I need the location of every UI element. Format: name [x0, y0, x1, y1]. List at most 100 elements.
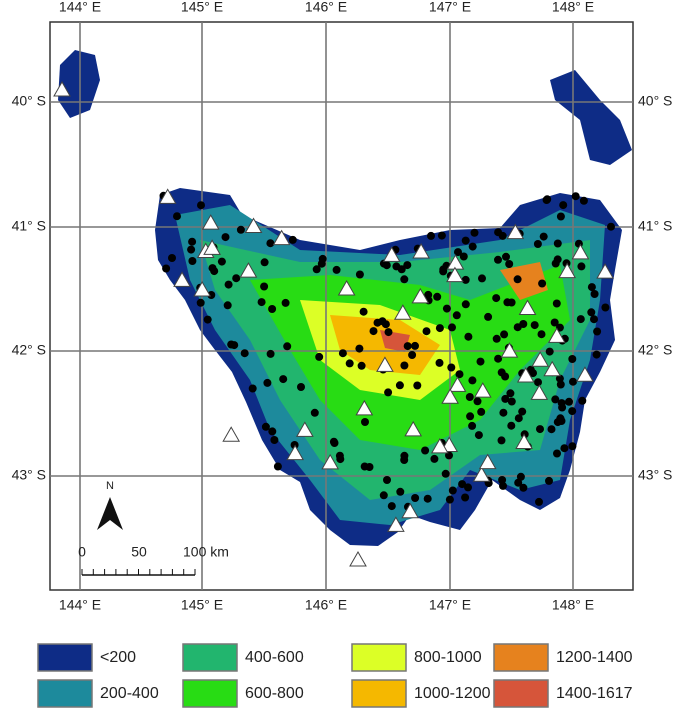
- station-dot: [534, 378, 542, 387]
- station-dot: [397, 265, 406, 274]
- station-dot: [223, 301, 232, 310]
- station-triangle: [382, 246, 401, 262]
- station-dot: [533, 240, 542, 248]
- lat-label: 41° S: [638, 218, 672, 234]
- station-dot: [552, 299, 561, 308]
- station-dot: [355, 270, 364, 279]
- station-dot: [448, 323, 456, 332]
- station-dot: [168, 254, 176, 262]
- station-dot: [501, 372, 510, 381]
- legend-swatch: [182, 679, 238, 708]
- station-triangle: [387, 516, 405, 532]
- station-dot: [607, 222, 615, 231]
- station-dot: [507, 397, 516, 406]
- station-dot: [240, 349, 249, 358]
- lon-label: 144° E: [59, 0, 101, 15]
- station-dot: [261, 422, 270, 431]
- station-dot: [281, 298, 290, 307]
- station-dot: [359, 307, 368, 316]
- station-triangle: [515, 433, 533, 449]
- station-dot: [266, 349, 275, 358]
- station-dot: [506, 389, 515, 398]
- station-dot: [537, 330, 546, 339]
- station-dot: [466, 412, 475, 421]
- station-dot: [421, 446, 430, 455]
- station-dot: [545, 347, 554, 356]
- station-dot: [590, 290, 599, 298]
- station-triangle: [53, 80, 71, 97]
- station-dot: [465, 393, 474, 401]
- station-triangle: [530, 384, 549, 400]
- station-dot: [464, 483, 472, 492]
- sites: [53, 80, 615, 567]
- station-triangle: [401, 502, 420, 519]
- station-dot: [383, 476, 391, 484]
- station-triangle: [441, 388, 459, 404]
- station-dot: [197, 201, 205, 210]
- station-dot: [461, 236, 470, 245]
- station-dot: [268, 427, 277, 436]
- lat-label: 40° S: [638, 93, 672, 109]
- station-dot: [553, 239, 562, 248]
- legend-label: <200: [100, 649, 136, 666]
- station-triangle: [516, 367, 535, 383]
- station-triangle: [337, 279, 356, 296]
- station-dot: [268, 305, 277, 313]
- lat-label: 42° S: [12, 342, 46, 358]
- lat-label: 43° S: [638, 467, 672, 483]
- station-dot: [290, 441, 299, 449]
- station-dot: [455, 370, 464, 379]
- station-triangle: [239, 262, 258, 278]
- legend-label: 200-400: [100, 685, 159, 702]
- station-triangle: [500, 342, 519, 358]
- station-dot: [332, 265, 341, 274]
- station-triangle: [448, 376, 467, 392]
- station-dot: [260, 282, 269, 291]
- station-dot: [221, 233, 230, 242]
- station-dot: [400, 456, 409, 464]
- station-dot: [217, 257, 226, 266]
- station-dot: [395, 381, 404, 390]
- station-dot: [476, 357, 485, 366]
- station-dot: [587, 308, 596, 317]
- lon-label: 146° E: [305, 597, 347, 613]
- legend-swatch: [493, 643, 549, 672]
- station-triangle: [543, 360, 562, 377]
- station-dot: [513, 275, 522, 284]
- station-dot: [210, 267, 219, 276]
- lon-label: 146° E: [305, 0, 347, 15]
- station-dot: [454, 248, 462, 257]
- station-dot: [568, 407, 577, 416]
- station-dot: [587, 283, 596, 292]
- station-dot: [173, 212, 181, 221]
- station-dot: [576, 315, 585, 324]
- station-dot: [500, 330, 509, 339]
- station-triangle: [376, 356, 394, 372]
- station-triangle: [473, 382, 492, 398]
- station-dot: [224, 280, 233, 289]
- station-dot: [283, 342, 292, 351]
- scale-label: 50: [131, 544, 147, 560]
- station-dot: [403, 261, 412, 270]
- station-dot: [556, 414, 565, 423]
- station-dot: [433, 292, 442, 301]
- station-dot: [448, 486, 457, 495]
- scale-label: 100 km: [183, 544, 229, 560]
- legend-label: 400-600: [245, 649, 304, 666]
- station-dot: [501, 394, 510, 403]
- station-dot: [498, 476, 507, 484]
- station-dot: [558, 403, 567, 412]
- station-dot: [514, 414, 523, 423]
- station-dot: [545, 476, 553, 485]
- elevation-zone: [500, 262, 548, 300]
- north-arrow: [97, 497, 123, 530]
- station-dot: [579, 196, 588, 205]
- legend-label: 600-800: [245, 685, 304, 702]
- station-dot: [499, 408, 508, 417]
- station-dot: [498, 231, 507, 240]
- station-dot: [279, 375, 288, 384]
- station-dot: [423, 494, 432, 503]
- station-dot: [437, 231, 446, 240]
- legend-label: 1200-1400: [556, 649, 633, 666]
- station-triangle: [506, 223, 525, 240]
